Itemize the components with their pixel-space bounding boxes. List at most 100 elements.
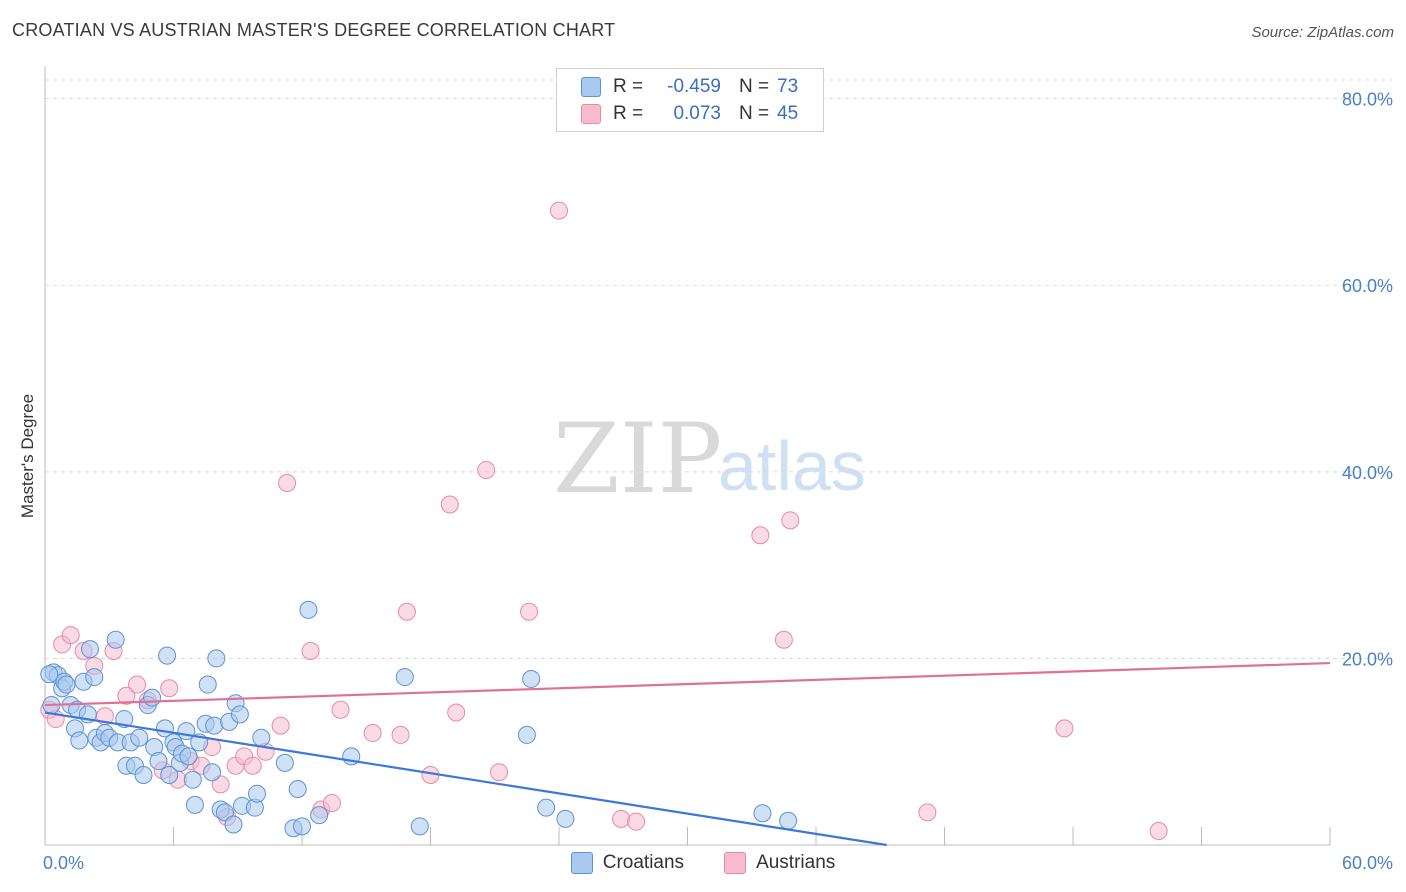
y-tick-label: 40.0% — [1342, 463, 1393, 483]
croatian-point — [410, 817, 429, 836]
trend-lines — [44, 661, 1331, 847]
croatian-point — [230, 705, 249, 724]
austrian-point — [440, 495, 459, 514]
legend-r-label: R = — [613, 76, 644, 97]
croatian-point — [203, 763, 222, 782]
croatian-point — [224, 815, 243, 834]
croatian-point — [248, 784, 267, 803]
austrian-point — [128, 675, 147, 694]
austrian-point — [751, 526, 770, 545]
legend-swatch-croatians — [570, 852, 593, 874]
croatian-point — [517, 725, 536, 744]
croatian-point — [185, 795, 204, 814]
legend-n-value: 73 — [777, 76, 799, 97]
legend-label-croatians: Croatians — [602, 852, 685, 873]
austrian-point — [160, 679, 179, 698]
austrian-point — [1149, 822, 1168, 841]
x-tick-label: 0.0% — [43, 853, 84, 873]
legend-r-value: -0.459 — [667, 76, 721, 97]
austrian-point — [397, 602, 416, 621]
legend-r-label: R = — [613, 103, 644, 124]
chart-title: CROATIAN VS AUSTRIAN MASTER'S DEGREE COR… — [12, 20, 616, 40]
croatian-point — [252, 728, 271, 747]
croatian-point — [753, 804, 772, 823]
croatian-point — [556, 809, 575, 828]
croatian-point — [179, 747, 198, 766]
watermark-atlas: atlas — [718, 427, 866, 505]
croatian-point — [275, 753, 294, 772]
legend-item-croatians[interactable]: Croatians — [570, 852, 685, 874]
croatian-point — [310, 806, 329, 825]
legend-item-austrians[interactable]: Austrians — [724, 852, 835, 874]
austrian-point — [117, 686, 136, 705]
austrian-point — [490, 763, 509, 782]
legend-r-value: 0.073 — [673, 103, 721, 124]
x-tick-label: 60.0% — [1342, 853, 1393, 873]
austrian-point — [322, 794, 341, 813]
croatian-point — [143, 688, 162, 707]
y-tick-label: 20.0% — [1342, 649, 1393, 669]
croatian-point — [57, 675, 76, 694]
croatian-point — [205, 716, 224, 735]
correlation-legend: R = -0.459 N = 73 R = 0.073 N = 45 — [556, 68, 824, 132]
austrian-point — [278, 474, 297, 493]
croatian-point — [207, 649, 226, 668]
tick-labels: 20.0% 40.0% 60.0% 80.0% 0.0% 60.0% — [43, 90, 1393, 873]
austrian-point — [781, 511, 800, 530]
austrian-point — [447, 703, 466, 722]
legend-swatch-austrians — [581, 104, 601, 124]
croatian-point — [293, 817, 311, 836]
croatian-trend-line — [44, 711, 887, 847]
croatian-point — [779, 811, 798, 830]
austrian-point — [477, 460, 496, 479]
croatian-point — [198, 675, 217, 694]
austrian-point — [301, 641, 320, 660]
croatian-point — [288, 780, 307, 799]
austrian-point — [243, 756, 262, 775]
croatian-point — [80, 640, 99, 659]
croatian-point — [299, 600, 318, 619]
data-points — [40, 201, 1168, 841]
croatian-point — [160, 766, 179, 785]
austrian-point — [774, 630, 793, 649]
austrian-point — [550, 201, 568, 220]
croatian-point — [158, 646, 177, 665]
croatian-point — [134, 766, 153, 785]
series-legend: Croatians Austrians — [0, 852, 1406, 874]
watermark: ZIP atlas — [553, 403, 866, 515]
croatian-point — [106, 630, 125, 649]
croatian-point — [537, 798, 556, 817]
austrian-point — [331, 700, 350, 719]
croatian-point — [85, 668, 104, 687]
source-label: Source: ZipAtlas.com — [1251, 24, 1394, 41]
legend-swatch-austrians — [724, 852, 747, 874]
legend-n-label: N = — [739, 76, 770, 97]
croatian-point — [40, 665, 59, 684]
croatian-point — [149, 752, 168, 771]
austrian-point — [391, 725, 410, 744]
legend-row-croatians: R = -0.459 N = 73 — [581, 74, 798, 100]
y-tick-label: 80.0% — [1342, 90, 1393, 110]
austrian-point — [918, 803, 937, 822]
y-axis-label: Master's Degree — [18, 394, 37, 518]
austrian-point — [1055, 719, 1074, 738]
legend-label-austrians: Austrians — [756, 852, 836, 873]
austrian-point — [61, 626, 80, 645]
croatian-point — [522, 669, 541, 688]
croatian-point — [183, 770, 202, 789]
legend-row-austrians: R = 0.073 N = 45 — [581, 101, 798, 127]
legend-n-label: N = — [739, 103, 770, 124]
austrian-point — [612, 809, 631, 828]
watermark-zip: ZIP — [553, 403, 722, 515]
austrian-point — [363, 724, 382, 743]
austrian-point — [627, 812, 646, 831]
austrian-point — [271, 716, 290, 735]
croatian-point — [130, 728, 149, 747]
legend-n-value: 45 — [777, 103, 799, 124]
grid-lines — [45, 79, 1392, 659]
austrian-point — [520, 602, 539, 621]
legend-swatch-croatians — [581, 77, 601, 97]
austrian-trend-line — [44, 661, 1331, 707]
croatian-point — [395, 668, 414, 687]
